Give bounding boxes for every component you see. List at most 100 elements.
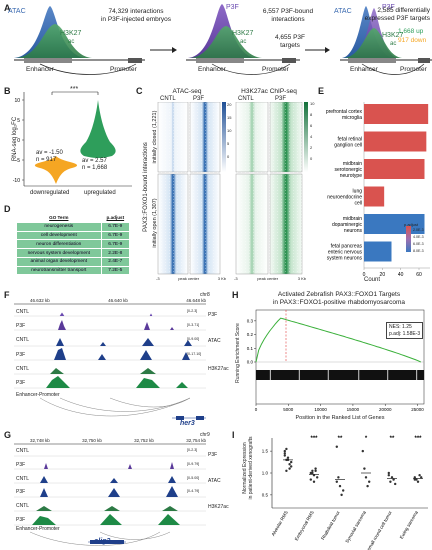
i-dot [392,478,395,481]
c-h3k-scale-tick: 8 [310,112,313,117]
go-padj: 2.2E-8 [100,248,131,258]
g-side-atac: ATAC [208,478,221,484]
i-dot [311,469,314,473]
c-atac-scale-tick: 10 [227,128,232,133]
c-atac-scale: 20 15 10 5 0 [227,98,231,163]
f-side-p3f: P3F [208,312,218,318]
g-scale: [0-2.3] [187,448,198,452]
f-scale: [0-17.10] [187,351,202,356]
c-rowlabel: PAX3::FOXO1-bound interactions [143,142,149,232]
e-bar-label: serotonergic [334,167,362,173]
panel-label-g: G [4,430,12,440]
h-xlabel: Position in the Ranked List of Genes [295,415,385,421]
panel-label-b: B [4,86,11,96]
i-dot [364,476,368,479]
g-track-label: P3F [16,461,26,468]
c-atac-scale-tick: 5 [227,141,230,146]
i-significance: *** [310,436,318,442]
f-track-atac-treated [14,348,206,361]
c-xtick: -3 [234,276,238,281]
i-dot [290,465,293,468]
f-track-label: P3F [16,380,26,387]
c-open-label: initially open (1,307) [152,198,158,248]
i-dot [314,467,317,470]
g-scale: [0-5.00] [187,475,200,480]
table-row: neurotransmitter transport 7.2E-5 [16,265,131,276]
b-ytick-label: 0 [17,138,20,144]
i-dot [390,476,394,479]
h-ytick: 0.3 [247,318,254,323]
f-scale: [0-2.3] [187,309,198,313]
i-ylabel-line2: in patient-derived xenografts [248,436,254,500]
g-track-label: CNTL [16,448,30,454]
a1-promoter-label: Promoter [110,66,137,73]
i-dot [290,460,293,464]
b-up-stats: av = 2.57 n = 1,668 [82,158,107,172]
i-dot [337,476,340,479]
panel-label-c: C [136,86,143,96]
h-title-line2: in PAX3::FOXO1-positive rhabdomyosarcoma [272,299,406,307]
panel-c-heatmaps [157,102,308,275]
f-gene-exon [176,416,184,420]
i-group-label: Synovial sarcoma [344,510,367,544]
table-row: neuron differentiation 6.7E-9 [16,239,131,250]
h-hit-gap [327,370,329,380]
i-dot [389,480,392,483]
h-xtick: 10000 [314,407,327,412]
a3-promoter-label: Promoter [400,66,427,73]
i-dot [340,493,343,497]
a2-enhancer-label: Enhancer [198,66,226,73]
i-dot [309,478,312,481]
c-atac-scale-tick: 0 [227,154,230,159]
e-bar-label: midbrain [343,216,362,222]
c-h3k-scale: 10 8 6 4 2 0 [310,98,314,164]
i-dot [413,478,416,481]
e-bar-label: neurons [344,228,363,234]
e-legend-ticks: 2.0E-3 4.0E-3 6.0E-3 8.0E-3 [413,227,424,255]
f-scales: [0-2.3] [0-3.71] [0-9.00] [0-17.10] [187,304,201,361]
i-dot [285,469,288,473]
go-term: neurotransmitter transport [16,265,102,276]
i-dot [288,463,291,466]
g-gene-label: olig2 [94,538,111,545]
panel-label-e: E [318,86,325,96]
panel-f-tracks [14,303,206,420]
g-track-atac-cntl [14,476,206,484]
f-coord: 46.648 kb [186,298,206,303]
a2-targets-line2: targets [280,42,300,50]
a3-p3f-label: P3F [382,4,395,11]
i-dot [283,454,286,457]
i-dot [312,480,316,483]
table-row: neurogenesis 6.7E-9 [16,221,131,232]
panel-g-tracks [14,443,206,546]
go-header-padj: p.adjust [100,213,131,223]
c-h3k-scale-tick: 0 [310,156,313,161]
a1-text-line1: 74,329 interactions [108,8,164,15]
a3-up-count: 1,668 up [398,28,424,35]
f-interaction-arcs [39,397,191,417]
h-hit-gap [358,370,360,380]
f-track-h3k-treated [14,376,206,389]
c-atac-xticks: -3 peak center 3 Kb [156,276,226,281]
c-h3k-cntl: CNTL [238,96,254,102]
go-padj: 2.4E-7 [100,256,131,267]
e-legend-title: p.adjust [404,222,419,227]
h-ytick: 0.1 [247,346,254,351]
b-down-stats: av = -1.50 n = 917 [36,150,63,164]
g-scale: [0-9.79] [187,461,200,466]
c-xtick: peak center [178,276,200,281]
i-dot [283,452,286,455]
h-xtick: 5000 [283,407,294,412]
h-xtick: 0 [255,407,258,412]
c-atac-cntl: CNTL [160,96,176,102]
panel-label-i: I [232,430,235,440]
panel-b-violin: 10 5 0 -5 -10 [13,91,132,187]
a3-ac-label: ac [390,41,397,47]
i-dot [363,467,366,470]
a1-text-line2: in P3F-injected embryos [100,16,172,24]
c-h3k-scale-tick: 4 [310,134,313,139]
c-atac-scale-tick: 15 [227,115,232,120]
e-bar-label: ganglion cell [334,143,362,149]
go-term: neuron differentiation [16,239,102,250]
go-padj: 7.2E-5 [100,265,131,276]
